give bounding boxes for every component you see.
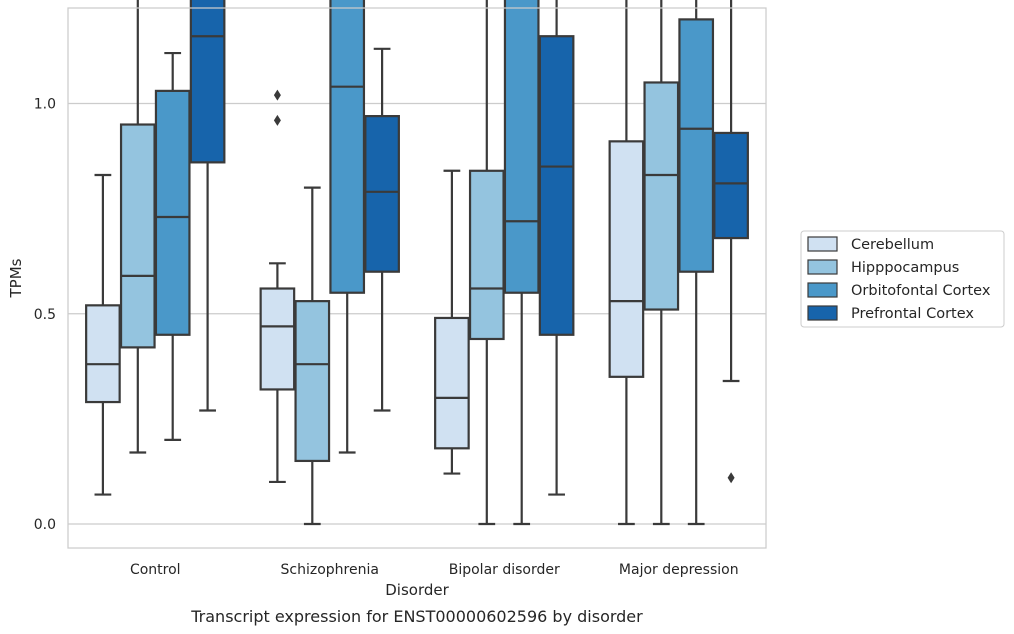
legend-label: Cerebellum bbox=[851, 237, 934, 253]
box-group bbox=[294, 186, 331, 526]
box-group bbox=[259, 89, 296, 484]
box-group bbox=[364, 47, 400, 412]
legend-swatch bbox=[807, 305, 838, 321]
x-axis-label: Disorder bbox=[385, 581, 449, 599]
box bbox=[503, 0, 540, 294]
outlier-point bbox=[727, 472, 735, 484]
box bbox=[329, 0, 366, 294]
legend-swatch bbox=[807, 259, 838, 275]
chart-caption: Transcript expression for ENST0000060259… bbox=[190, 607, 643, 626]
box-group bbox=[434, 169, 470, 475]
x-tick-label: Control bbox=[130, 562, 181, 578]
box-group bbox=[713, 0, 749, 484]
box bbox=[468, 169, 505, 341]
box-group bbox=[643, 0, 680, 526]
legend-label: Orbitofontal Cortex bbox=[851, 283, 991, 299]
y-tick-label: 0.5 bbox=[34, 307, 56, 323]
x-tick-label: Bipolar disorder bbox=[449, 562, 560, 578]
box-group bbox=[189, 0, 226, 412]
x-axis-ticks: Control Schizophrenia Bipolar disorder Majo… bbox=[130, 562, 739, 578]
box bbox=[294, 300, 331, 463]
box-group bbox=[608, 0, 645, 526]
box bbox=[713, 131, 749, 240]
box-group bbox=[538, 0, 575, 496]
box-group bbox=[678, 0, 715, 526]
box-group bbox=[85, 173, 121, 496]
box bbox=[259, 287, 296, 391]
plot-frame bbox=[67, 7, 767, 549]
box-group bbox=[329, 0, 366, 454]
box bbox=[85, 304, 121, 404]
legend-label: Hipppocampus bbox=[851, 260, 959, 276]
box bbox=[154, 89, 191, 336]
outlier-point bbox=[273, 89, 281, 101]
box-groups bbox=[85, 0, 749, 526]
legend: Cerebellum Hipppocampus Orbitofontal Corte… bbox=[800, 230, 1005, 328]
x-tick-label: Schizophrenia bbox=[281, 562, 379, 578]
box-group bbox=[119, 0, 156, 454]
y-tick-label: 0.0 bbox=[34, 517, 56, 533]
box-group bbox=[468, 0, 505, 526]
box bbox=[189, 0, 226, 164]
box bbox=[119, 123, 156, 349]
y-axis-ticks: 0.00.51.01.52.0 bbox=[34, 97, 56, 534]
box bbox=[678, 18, 715, 273]
x-tick-label: Major depression bbox=[619, 562, 739, 578]
outlier-point bbox=[273, 114, 281, 126]
box bbox=[643, 81, 680, 311]
y-axis-label: TPMs bbox=[7, 258, 25, 298]
box bbox=[538, 35, 575, 336]
legend-frame bbox=[800, 230, 1005, 328]
y-tick-label: 1.0 bbox=[34, 97, 56, 113]
box bbox=[608, 140, 645, 378]
box-group bbox=[154, 51, 191, 441]
box bbox=[434, 316, 470, 450]
box-group bbox=[503, 0, 540, 526]
legend-swatch bbox=[807, 282, 838, 298]
box bbox=[364, 115, 400, 273]
legend-swatch bbox=[807, 236, 838, 252]
legend-label: Prefrontal Cortex bbox=[851, 306, 974, 322]
